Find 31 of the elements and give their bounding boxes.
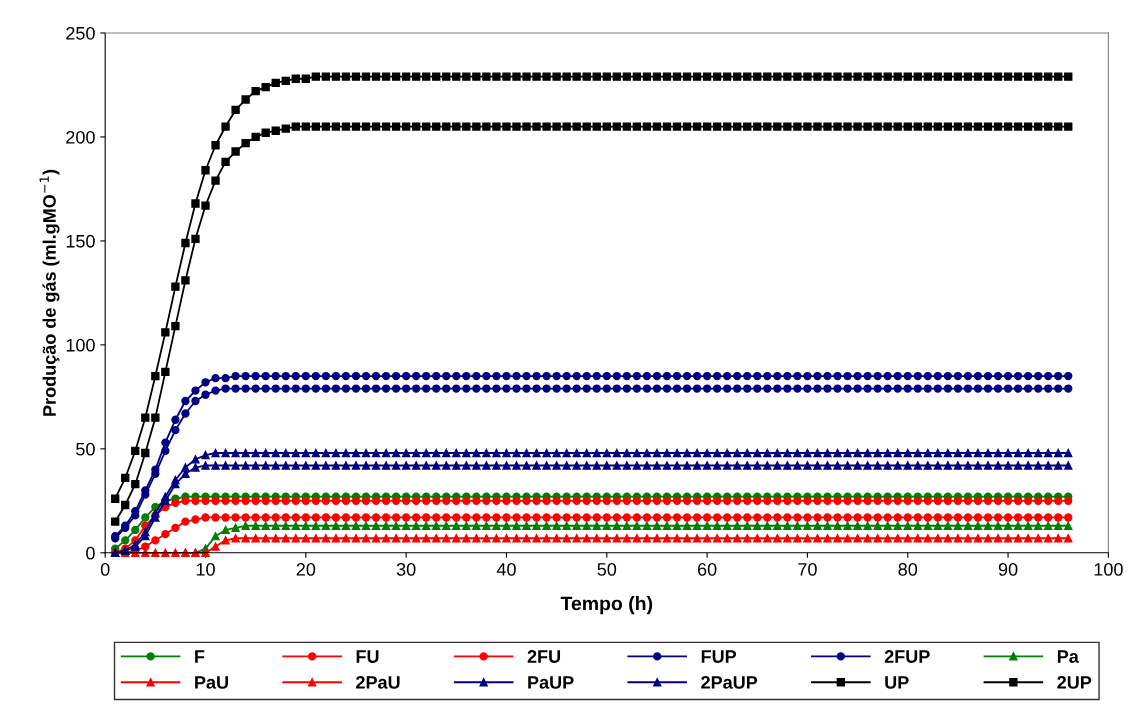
y-tick-label: 0 — [86, 546, 95, 560]
x-tick-label: 90 — [998, 563, 1018, 576]
x-axis-title: Tempo (h) — [560, 596, 653, 615]
y-tick-label: 250 — [66, 26, 95, 40]
x-tick-label: 70 — [798, 563, 817, 576]
x-tick-label: 100 — [1094, 563, 1123, 576]
x-tick-label: 20 — [296, 563, 316, 576]
legend-label: 2UP — [1057, 675, 1092, 689]
y-tick-label: 100 — [66, 338, 95, 352]
x-tick-label: 80 — [898, 563, 918, 576]
legend-label: PaUP — [528, 676, 574, 689]
legend-label: UP — [885, 676, 909, 689]
legend-label: FU — [356, 650, 379, 663]
x-tick-label: 50 — [597, 563, 617, 576]
legend-label: FUP — [701, 650, 737, 663]
x-tick-label: 60 — [697, 563, 717, 576]
y-tick-label: 150 — [66, 234, 95, 248]
x-tick-label: 10 — [196, 563, 215, 576]
x-tick-label: 30 — [396, 563, 416, 576]
legend-label: 2FU — [527, 650, 561, 663]
legend-label: PaU — [195, 676, 228, 689]
x-tick-label: 0 — [100, 563, 110, 576]
legend-label: F — [195, 650, 205, 663]
legend-label: 2PaUP — [701, 675, 758, 689]
x-tick-label: 40 — [496, 563, 516, 576]
legend-label: 2PaU — [356, 675, 400, 689]
legend-label: Pa — [1057, 650, 1079, 663]
y-tick-label: 50 — [76, 442, 95, 456]
y-axis-title: Produção de gás (ml.gMO$^{−1}$) — [39, 169, 60, 416]
y-tick-label: 200 — [66, 130, 95, 144]
legend-label: 2FUP — [884, 650, 930, 663]
